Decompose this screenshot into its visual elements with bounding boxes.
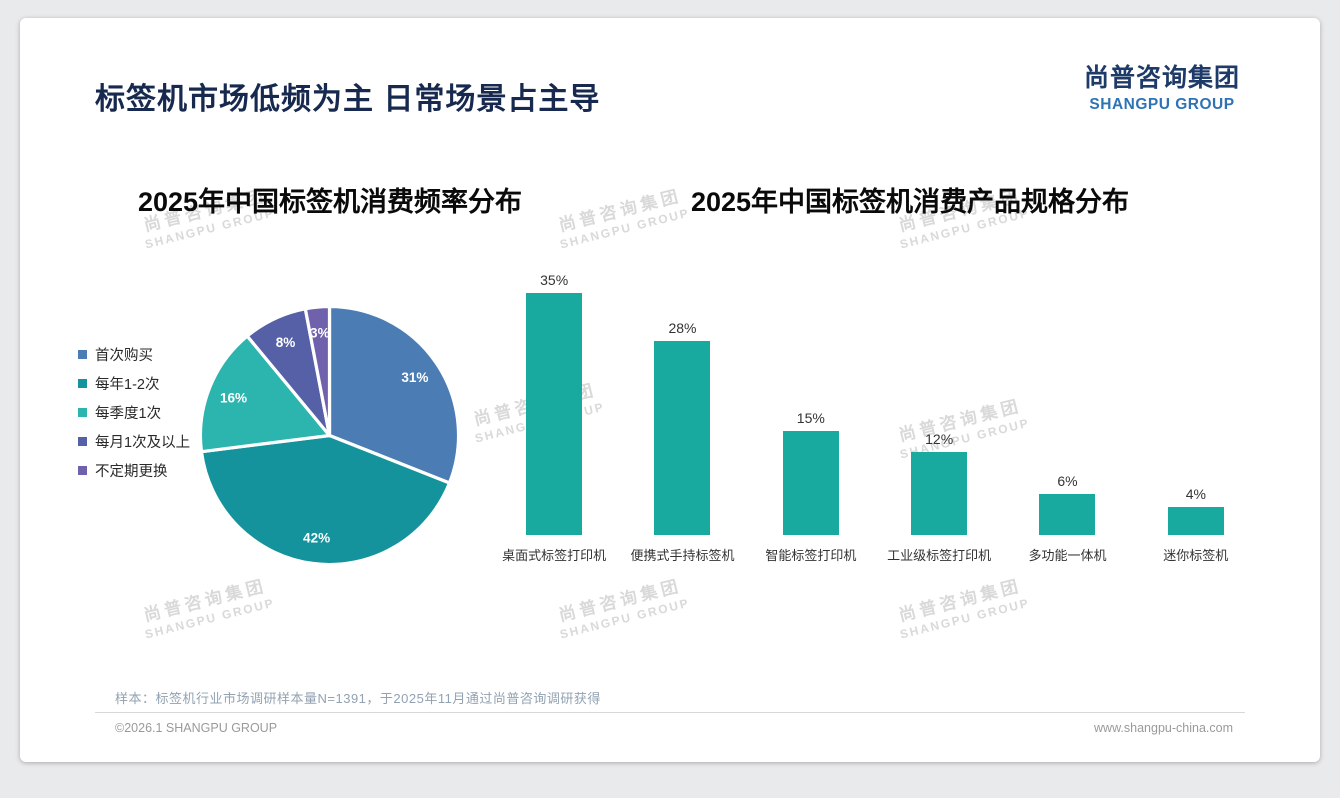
bar-category-label: 工业级标签打印机 (887, 548, 992, 563)
pie-slice (303, 304, 332, 438)
legend-swatch (78, 466, 87, 475)
bar-group: 35% 桌面式标签打印机 (490, 259, 618, 569)
legend-label: 每季度1次 (95, 406, 162, 422)
pie-slice-label: 3% (310, 326, 330, 341)
website-url: www.shangpu-china.com (1094, 721, 1233, 735)
slide: 尚普咨询集团 SHANGPU GROUP 尚普咨询集团 SHANGPU GROUP … (20, 18, 1320, 762)
pie-slice-label: 31% (401, 370, 428, 385)
legend-label: 每年1-2次 (95, 377, 160, 393)
bar (911, 452, 968, 535)
bar-value-label: 4% (1185, 486, 1206, 502)
pie-slice-label: 8% (276, 335, 296, 350)
legend-label: 每月1次及以上 (95, 435, 191, 451)
bar-group: 4% 迷你标签机 (1132, 259, 1260, 569)
pie-slice (327, 304, 461, 485)
brand-name-en: SHANGPU GROUP (1089, 96, 1235, 113)
pie-chart-svg: 31% 42% 16% 8% 3% (198, 304, 461, 567)
bar-group: 15% 智能标签打印机 (747, 259, 875, 569)
bar-category-label: 迷你标签机 (1163, 548, 1229, 563)
legend-swatch (78, 437, 87, 446)
bar-value-label: 12% (925, 431, 954, 447)
bar-value-label: 35% (540, 272, 569, 288)
legend-swatch (78, 379, 87, 388)
bar-category-label: 多功能一体机 (1028, 548, 1107, 563)
pie-legend: 首次购买每年1-2次 每季度1次每月1次及以上 不定期更换 (78, 340, 190, 485)
bar-group: 6% 多功能一体机 (1003, 259, 1131, 569)
slide-footer: ©2026.1 SHANGPU GROUP www.shangpu-china.… (95, 712, 1245, 735)
bar-value-label: 6% (1057, 473, 1078, 489)
page-title: 标签机市场低频为主 日常场景占主导 (95, 83, 601, 116)
bar (782, 431, 839, 535)
legend-item: 每季度1次 (78, 398, 190, 427)
pie-chart: 31% 42% 16% 8% 3% (194, 300, 465, 571)
bar-category-label: 智能标签打印机 (765, 548, 857, 563)
bar-chart: 35% 桌面式标签打印机 28% 便携式手持标签机 15% 智能标签打印机 12% 工业级标签… (490, 259, 1260, 569)
bar (1039, 494, 1096, 535)
legend-item: 每月1次及以上 (78, 427, 190, 456)
bar-value-label: 15% (796, 410, 825, 426)
pie-slice (198, 334, 332, 454)
bar-group: 28% 便携式手持标签机 (618, 259, 746, 569)
bar (526, 293, 583, 535)
legend-label: 首次购买 (95, 348, 153, 364)
pie-slice-label: 16% (220, 390, 247, 405)
bar-category-label: 便携式手持标签机 (630, 548, 735, 563)
brand-logo: 尚普咨询集团 SHANGPU GROUP (1084, 58, 1240, 114)
pie-slice-label: 42% (303, 531, 330, 546)
sample-note: 样本：标签机行业市场调研样本量N=1391，于2025年11月通过尚普咨询调研获… (115, 691, 601, 706)
brand-name-cn: 尚普咨询集团 (1083, 64, 1240, 92)
pie-chart-title: 2025年中国标签机消费频率分布 (137, 187, 523, 217)
legend-label: 不定期更换 (95, 464, 168, 480)
legend-item: 不定期更换 (78, 456, 190, 485)
legend-item: 首次购买 (78, 340, 190, 369)
bar (654, 341, 711, 535)
bar-value-label: 28% (668, 320, 697, 336)
legend-item: 每年1-2次 (78, 369, 190, 398)
bar-chart-title: 2025年中国标签机消费产品规格分布 (690, 187, 1130, 217)
bar (1167, 507, 1224, 535)
copyright-text: ©2026.1 SHANGPU GROUP (115, 721, 278, 735)
legend-swatch (78, 350, 87, 359)
bar-group: 12% 工业级标签打印机 (875, 259, 1003, 569)
pie-slice (199, 433, 452, 567)
bar-category-label: 桌面式标签打印机 (502, 548, 607, 563)
legend-swatch (78, 408, 87, 417)
